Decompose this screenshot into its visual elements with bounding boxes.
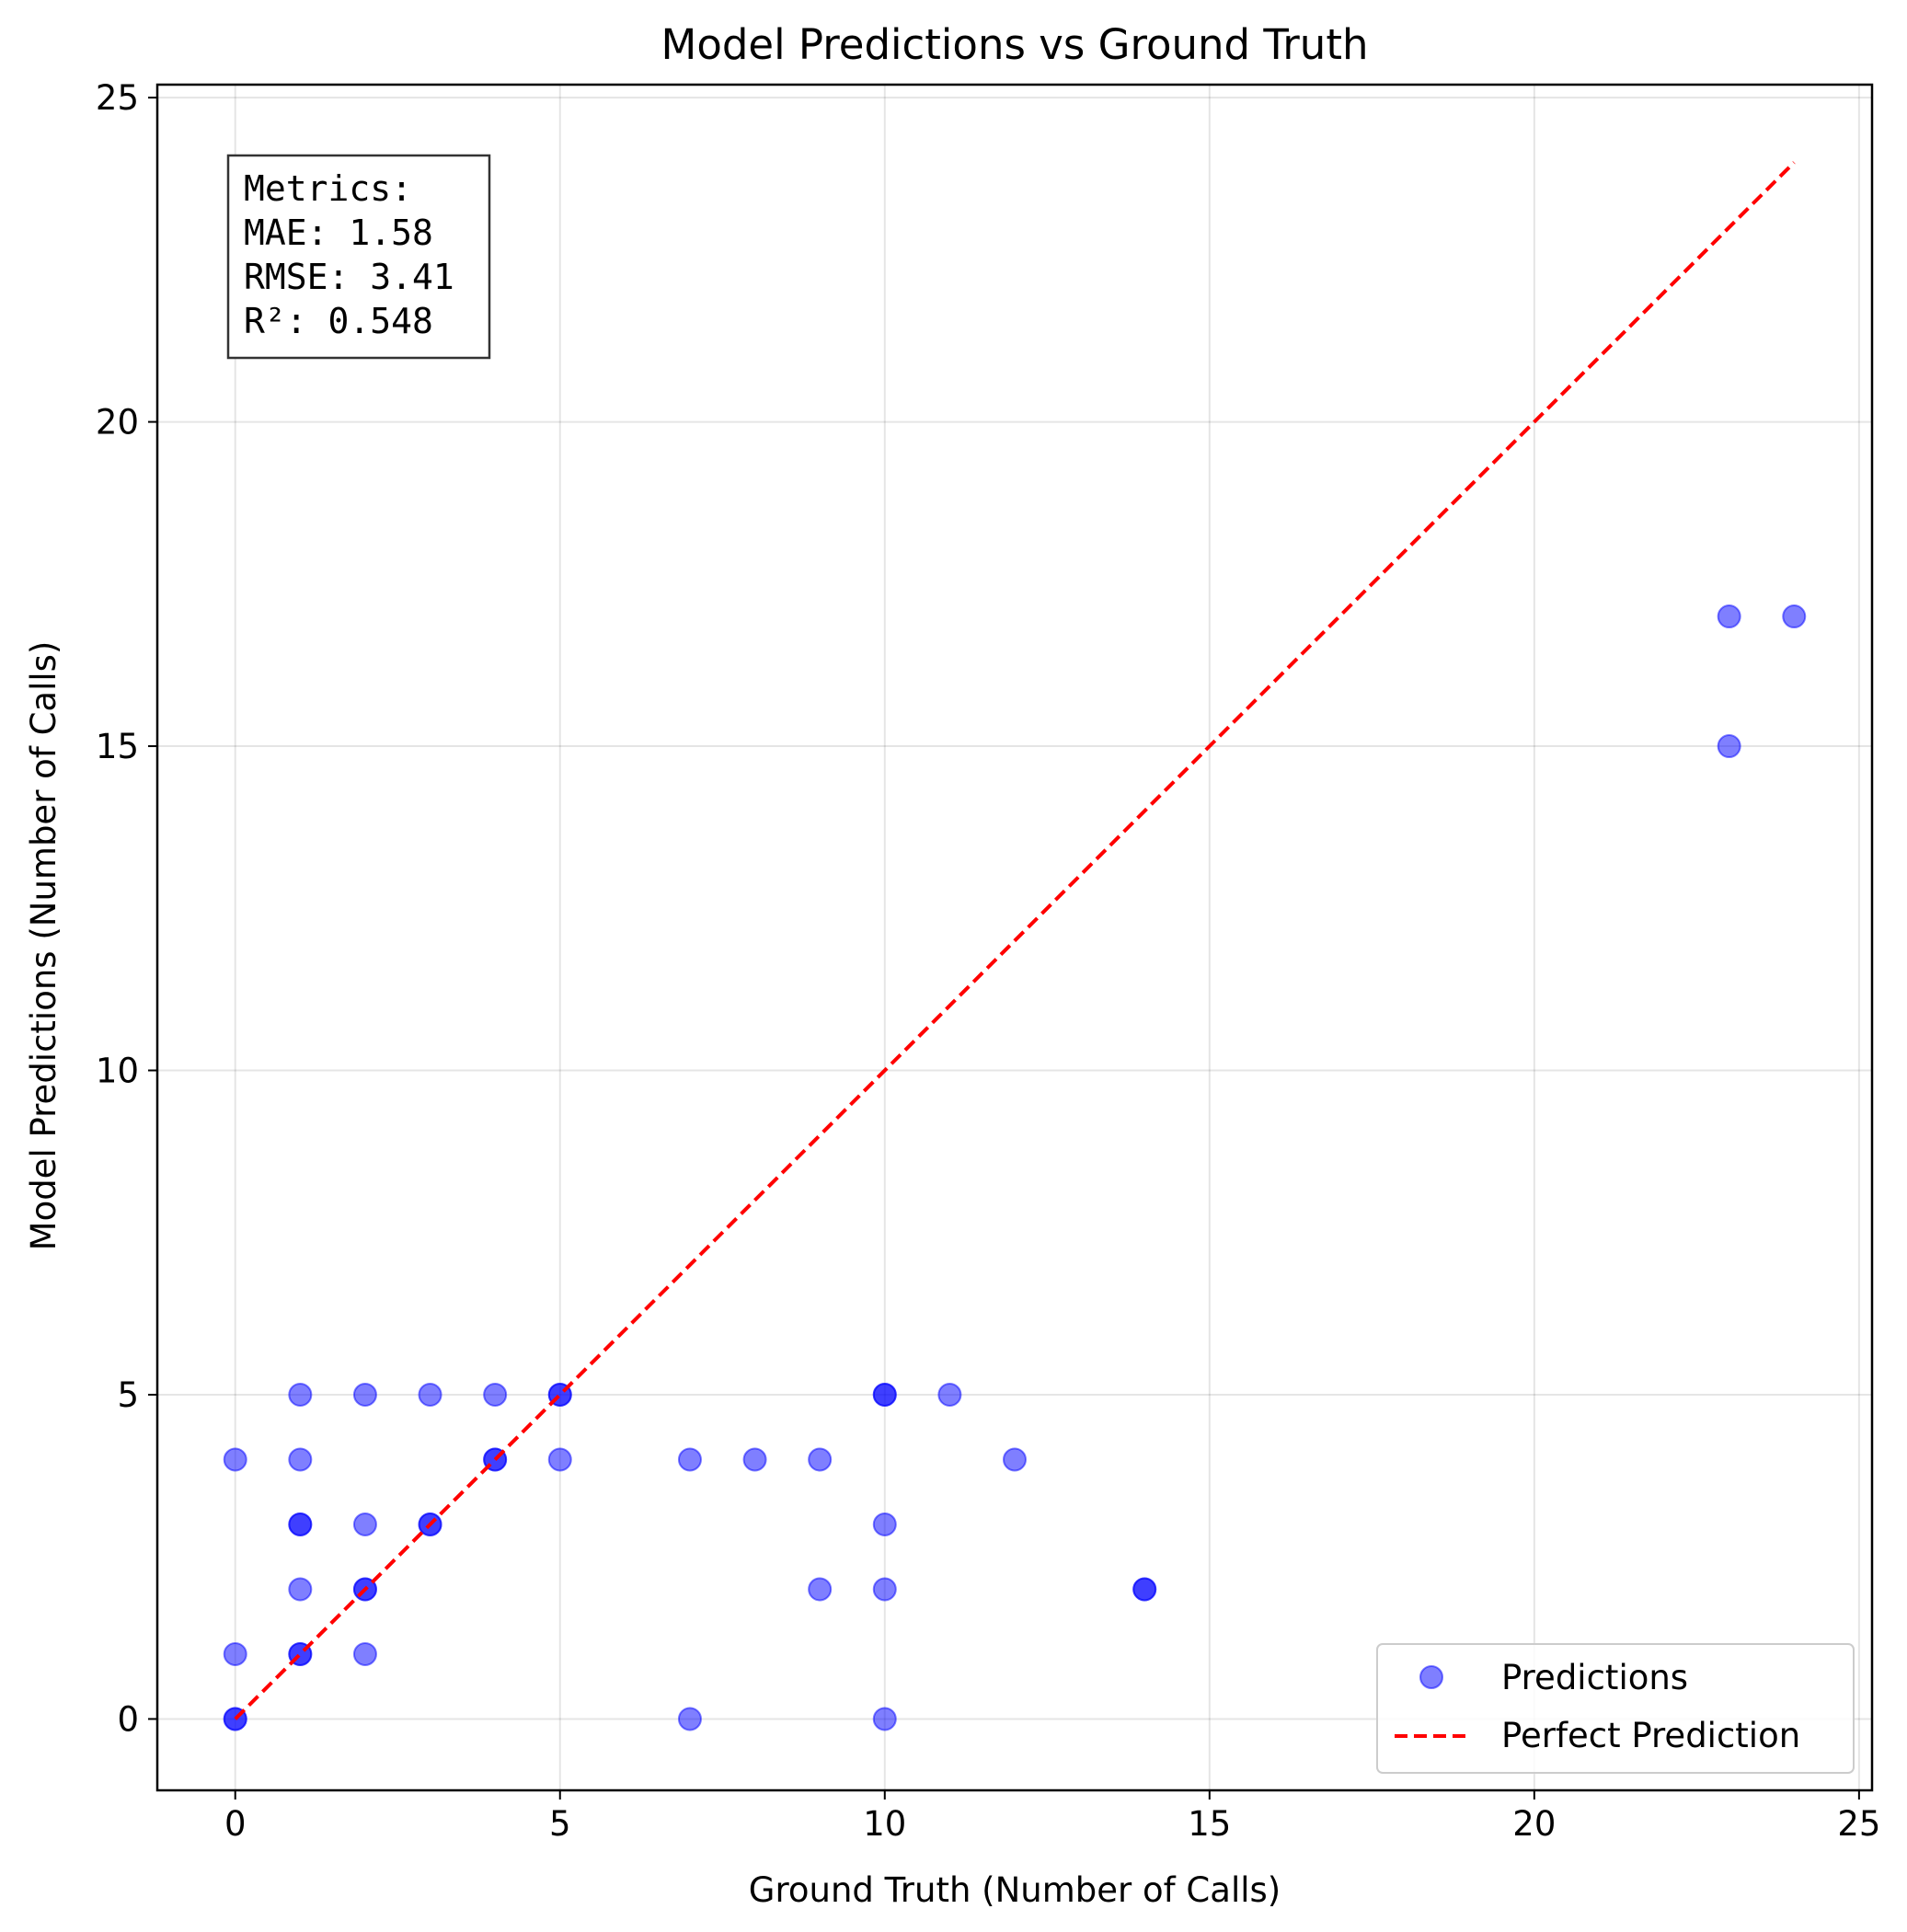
- y-tick-label: 20: [96, 403, 139, 443]
- x-tick-label: 10: [863, 1804, 906, 1844]
- prediction-point: [288, 1512, 313, 1536]
- prediction-point: [872, 1512, 897, 1536]
- metrics-line-1: Metrics:: [244, 168, 412, 209]
- y-tick-label: 10: [96, 1052, 139, 1091]
- prediction-point: [418, 1382, 442, 1407]
- x-tick-label: 0: [224, 1804, 247, 1844]
- y-tick-label: 15: [96, 727, 139, 766]
- x-tick-label: 15: [1188, 1804, 1231, 1844]
- prediction-point: [937, 1382, 962, 1407]
- legend-label-perfect-prediction: Perfect Prediction: [1501, 1716, 1800, 1755]
- prediction-point: [872, 1577, 897, 1602]
- prediction-point: [1717, 604, 1741, 629]
- x-axis-label: Ground Truth (Number of Calls): [749, 1870, 1281, 1910]
- legend-frame: [1376, 1643, 1855, 1774]
- metrics-line-3: RMSE: 3.41: [244, 257, 454, 297]
- prediction-point: [872, 1382, 897, 1407]
- prediction-point: [288, 1447, 313, 1472]
- y-axis-label: Model Predictions (Number of Calls): [24, 641, 63, 1251]
- prediction-point: [352, 1512, 377, 1536]
- prediction-point: [677, 1707, 702, 1731]
- prediction-point: [872, 1707, 897, 1731]
- plot-frame: [155, 83, 1874, 1792]
- y-tick-label: 5: [117, 1375, 139, 1415]
- x-tick-label: 20: [1512, 1804, 1556, 1844]
- prediction-point: [352, 1641, 377, 1666]
- y-tick-label: 0: [117, 1699, 139, 1739]
- prediction-point: [1132, 1577, 1157, 1602]
- prediction-point: [352, 1382, 377, 1407]
- prediction-point: [223, 1447, 247, 1472]
- plot-content: [223, 161, 1807, 1731]
- prediction-point: [808, 1577, 833, 1602]
- prediction-point: [223, 1641, 247, 1666]
- metrics-box-frame: [226, 154, 491, 360]
- axis-ticks: 0 5 10 15 20 25 0 5 10 15 20 25: [96, 78, 1881, 1844]
- metrics-line-2: MAE: 1.58: [244, 213, 433, 253]
- prediction-point: [1717, 734, 1741, 759]
- prediction-point: [1003, 1447, 1027, 1472]
- y-tick-label: 25: [96, 78, 139, 118]
- x-tick-label: 5: [549, 1804, 571, 1844]
- prediction-point: [1782, 604, 1807, 629]
- prediction-point: [288, 1382, 313, 1407]
- grid-lines: [157, 85, 1872, 1790]
- legend-marker-predictions: [1419, 1665, 1443, 1689]
- prediction-point: [547, 1447, 572, 1472]
- metrics-line-4: R²: 0.548: [244, 301, 433, 341]
- legend-label-predictions: Predictions: [1501, 1658, 1688, 1697]
- x-tick-label: 25: [1837, 1804, 1880, 1844]
- prediction-point: [483, 1382, 508, 1407]
- chart-title: Model Predictions vs Ground Truth: [661, 20, 1369, 69]
- prediction-point: [288, 1577, 313, 1602]
- metrics-box: Metrics: MAE: 1.58 RMSE: 3.41 R²: 0.548: [226, 154, 491, 360]
- prediction-point: [677, 1447, 702, 1472]
- prediction-point: [808, 1447, 833, 1472]
- prediction-point: [742, 1447, 767, 1472]
- legend: Predictions Perfect Prediction: [1376, 1643, 1855, 1774]
- perfect-prediction-line: [234, 161, 1796, 1720]
